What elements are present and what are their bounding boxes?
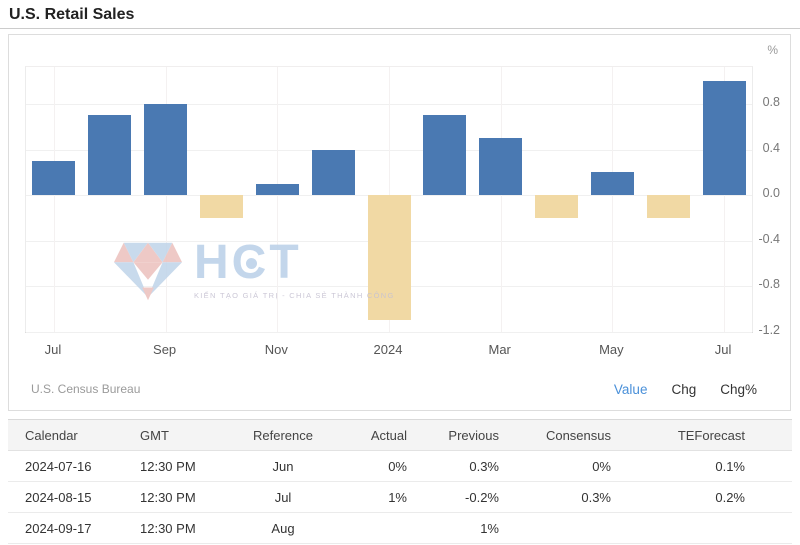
table-cell-reference: Jun [272,458,294,474]
bar-feb-2024 [423,115,467,195]
table-header-teforecast: TEForecast [677,427,745,443]
x-axis-tick-label: Jul [714,342,732,357]
chart-mode-value[interactable]: Value [613,382,648,397]
chart-mode-switcher: Value Chg Chg% [590,382,757,397]
chart-plot-area: HCT KIẾN TẠO GIÁ TRỊ - CHIA SẺ THÀNH CÔN… [25,66,753,333]
table-row: 2024-09-17 12:30 PM Aug 1% [8,513,792,544]
chart-card: % HCT KIẾN TẠO GIÁ TRỊ - CHIA SẺ THÀNH [8,34,791,411]
bar-nov-2023 [255,183,299,195]
bar-dec-2023 [311,149,355,195]
table-body: 2024-07-16 12:30 PM Jun 0% 0.3% 0% 0.1% 2024-08… [8,451,792,544]
bar-oct-2023 [199,195,243,218]
x-axis-tick-label: Jul [44,342,62,357]
table-header-reference: Reference [253,427,313,443]
bar-aug-2023 [88,115,132,195]
x-axis-tick-label: May [599,342,624,357]
table-header-previous: Previous [448,427,499,443]
table-cell-previous: 1% [480,520,499,536]
hct-watermark-tagline: KIẾN TẠO GIÁ TRỊ - CHIA SẺ THÀNH CÔNG [194,291,395,300]
table-cell-teforecast: 0.1% [715,458,745,474]
gridline-vertical [612,67,614,332]
hct-watermark-text: HCT [194,236,302,289]
table-cell-reference: Jul [274,489,292,505]
table-cell-calendar: 2024-07-16 [25,458,92,474]
bar-apr-2024 [535,195,579,218]
gridline-horizontal [26,331,752,333]
table-cell-reference: Aug [271,520,295,536]
table-cell-previous: 0.3% [469,458,499,474]
y-axis-tick-label: 0.0 [762,186,780,200]
x-axis-tick-label: Sep [153,342,177,357]
y-axis-tick-label: 0.8 [762,95,780,109]
table-cell-actual: 1% [388,489,407,505]
y-axis-tick-label: -0.8 [758,277,780,291]
table-header-actual: Actual [370,427,407,443]
bar-jun-2024 [646,195,690,218]
bar-jan-2024 [367,195,411,321]
table-cell-consensus: 0% [592,458,611,474]
table-cell-consensus: 0.3% [581,489,611,505]
y-axis-tick-label: -0.4 [758,231,780,246]
hct-logo-c-dot-icon [246,258,257,269]
y-axis-tick-label: 0.4 [762,140,780,155]
table-cell-gmt: 12:30 PM [140,520,196,536]
page-title: U.S. Retail Sales [0,0,800,29]
table-cell-gmt: 12:30 PM [140,458,196,474]
chart-source: U.S. Census Bureau [31,382,141,396]
chart-mode-chgpct[interactable]: Chg% [720,382,757,397]
table-cell-actual: 0% [388,458,407,474]
table-cell-gmt: 12:30 PM [140,489,196,505]
x-axis-tick-label: 2024 [373,342,403,357]
x-axis-tick-label: Nov [264,342,288,357]
table-header-consensus: Consensus [545,427,611,443]
gridline-vertical [53,67,55,332]
table-header-row: Calendar GMT Reference Actual Previous Consen… [8,420,792,451]
x-axis-tick-label: Mar [488,342,511,357]
gridline-vertical [277,67,279,332]
hct-watermark: HCT KIẾN TẠO GIÁ TRỊ - CHIA SẺ THÀNH CÔN… [112,236,395,302]
table-header-calendar: Calendar [25,427,78,443]
bar-may-2024 [590,172,634,195]
gridline-vertical [500,67,502,332]
table-header-gmt: GMT [140,427,169,443]
hct-logo-diamond-icon [113,242,183,301]
bar-jul-2023 [32,160,76,195]
bar-jul-2024 [702,81,746,195]
gridline-vertical [724,67,726,332]
table-cell-calendar: 2024-08-15 [25,489,92,505]
y-axis-tick-label: -1.2 [758,322,780,337]
bar-sep-2023 [144,104,188,195]
bar-mar-2024 [479,138,523,195]
table-row: 2024-07-16 12:30 PM Jun 0% 0.3% 0% 0.1% [8,451,792,482]
hct-watermark-textblock: HCT KIẾN TẠO GIÁ TRỊ - CHIA SẺ THÀNH CÔN… [194,236,395,301]
table-cell-teforecast: 0.2% [715,489,745,505]
y-axis-unit: % [767,43,778,57]
chart-mode-chg[interactable]: Chg [671,382,697,397]
table-cell-calendar: 2024-09-17 [25,520,92,536]
gridline-vertical [165,67,167,332]
table-row: 2024-08-15 12:30 PM Jul 1% -0.2% 0.3% 0.2% [8,482,792,513]
table-cell-previous: -0.2% [465,489,499,505]
calendar-table: Calendar GMT Reference Actual Previous Consen… [8,419,792,544]
